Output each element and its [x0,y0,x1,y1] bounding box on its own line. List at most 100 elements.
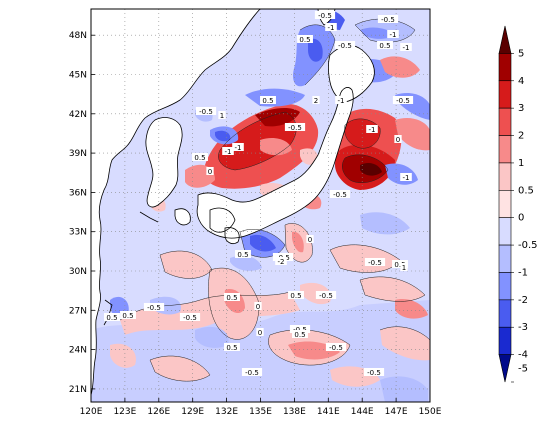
contour-label: -0.5 [183,314,197,322]
lon-tick-label: 129E [181,407,204,417]
contour-label-bg [241,368,263,376]
colorbar-label: -2 [518,295,528,306]
lon-tick-label: 135E [249,407,272,417]
contour-label-bg [400,263,408,271]
lat-tick-label: 36N [69,188,87,198]
colorbar-label: -5 [518,363,528,374]
contour-label: 1 [220,112,224,120]
contour-label: 0.5 [106,314,117,322]
contour-label-bg [284,123,306,131]
contour-label: 0 [256,303,260,311]
contour-label-bg [218,111,226,119]
contour-label-bg [400,43,412,51]
contour-label: 0 [308,236,312,244]
colorbar-label: 5 [518,48,524,59]
contour-label: 0.5 [226,344,237,352]
contour-label-bg [392,96,414,104]
contour-label-bg [306,235,314,243]
contour-label-bg [377,15,399,23]
colorbar-swatch [498,53,512,82]
colorbar-label: 2 [518,131,524,142]
contour-label: -1 [390,31,397,39]
latitude-axis: 48N 45N 42N 39N 36N 33N 30N 27N 24N 21N [69,31,95,395]
contour-label-bg [297,35,313,43]
contour-label-bg [314,11,336,19]
contour-label-bg [195,107,217,115]
contour-label: -1 [403,44,410,52]
contour-label: 2 [314,97,318,105]
colorbar-swatch [498,162,512,191]
colorbar-swatch [498,107,512,136]
colorbar-swatch [498,190,512,218]
contour-label-bg [334,41,356,49]
contour-label: 1 [402,264,406,272]
contour-label-bg [289,325,311,333]
contour-label: 0.5 [262,97,273,105]
contour-label: -2 [278,258,285,266]
contour-label-bg [224,293,240,301]
contour-label: -1 [369,126,376,134]
colorbar-swatch [498,80,512,109]
lon-tick-label: 126E [147,407,170,417]
colorbar-label: 1 [518,158,524,169]
lon-tick-label: 120E [80,407,103,417]
contour-label: -0.5 [288,124,302,132]
contour-label-bg [315,291,337,299]
colorbar-label: -3 [518,322,528,333]
colorbar-label: -1 [518,267,528,278]
lat-tick-label: 45N [69,71,87,81]
contour-label: -1 [338,97,345,105]
contour-label-bg [329,190,351,198]
contour-label-bg [363,368,385,376]
contour-label: 0.5 [226,294,237,302]
contour-label: 0.5 [237,251,248,259]
contour-label: -0.5 [396,97,410,105]
contour-label-bg [260,96,276,104]
contour-label: -0.5 [319,292,333,300]
contour-label-bg [387,30,399,38]
colorbar-swatch [498,272,512,301]
contour-label-bg [235,250,251,258]
contour-label: 0.5 [294,331,305,339]
contour-label-bg [104,313,120,321]
colorbar-swatch [498,354,512,383]
lat-tick-label: 39N [69,149,87,159]
contour-label-bg [288,291,304,299]
contour-label-bg [292,330,308,338]
lon-tick-label: 141E [317,407,340,417]
lat-tick-label: 48N [69,31,87,41]
contour-label: 0.5 [394,261,405,269]
contour-label-bg [224,343,240,351]
coastlines [91,9,375,396]
colorbar-swatch [498,299,512,328]
contour-label-bg [179,313,201,321]
contour-label-bg [192,153,208,161]
contour-label-bg [206,167,214,175]
lat-tick-label: 30N [69,267,87,277]
contour-label-bg [366,125,378,133]
lat-tick-label: 33N [69,228,87,238]
contour-label: 0.5 [122,312,133,320]
contour-label: -0.5 [199,108,213,116]
contour-label: 0.5 [290,292,301,300]
lon-tick-label: 150E [419,407,442,417]
contour-label-bg [377,41,393,49]
contour-label: -1 [225,148,232,156]
colorbar-label: -0.5 [518,240,538,251]
longitude-axis: 120E 123E 126E 129E 132E 135E 138E 141E 144E 147E… [80,398,442,417]
colorbar-swatch [498,25,512,54]
contour-label: -0.5 [333,191,347,199]
colorbar-swatch [498,135,512,164]
contour-label-bg [232,143,244,151]
contour-label: -0.5 [381,16,395,24]
colorbar-swatch [498,326,512,355]
lat-tick-label: 24N [69,346,87,356]
contour-label-bg [394,135,402,143]
contour-label: -1 [403,174,410,182]
lon-tick-label: 132E [215,407,238,417]
lon-tick-label: 138E [283,407,306,417]
colorbar-label: 3 [518,103,524,114]
colorbar-label: 0 [518,213,524,224]
contour-label-bg [312,96,320,104]
